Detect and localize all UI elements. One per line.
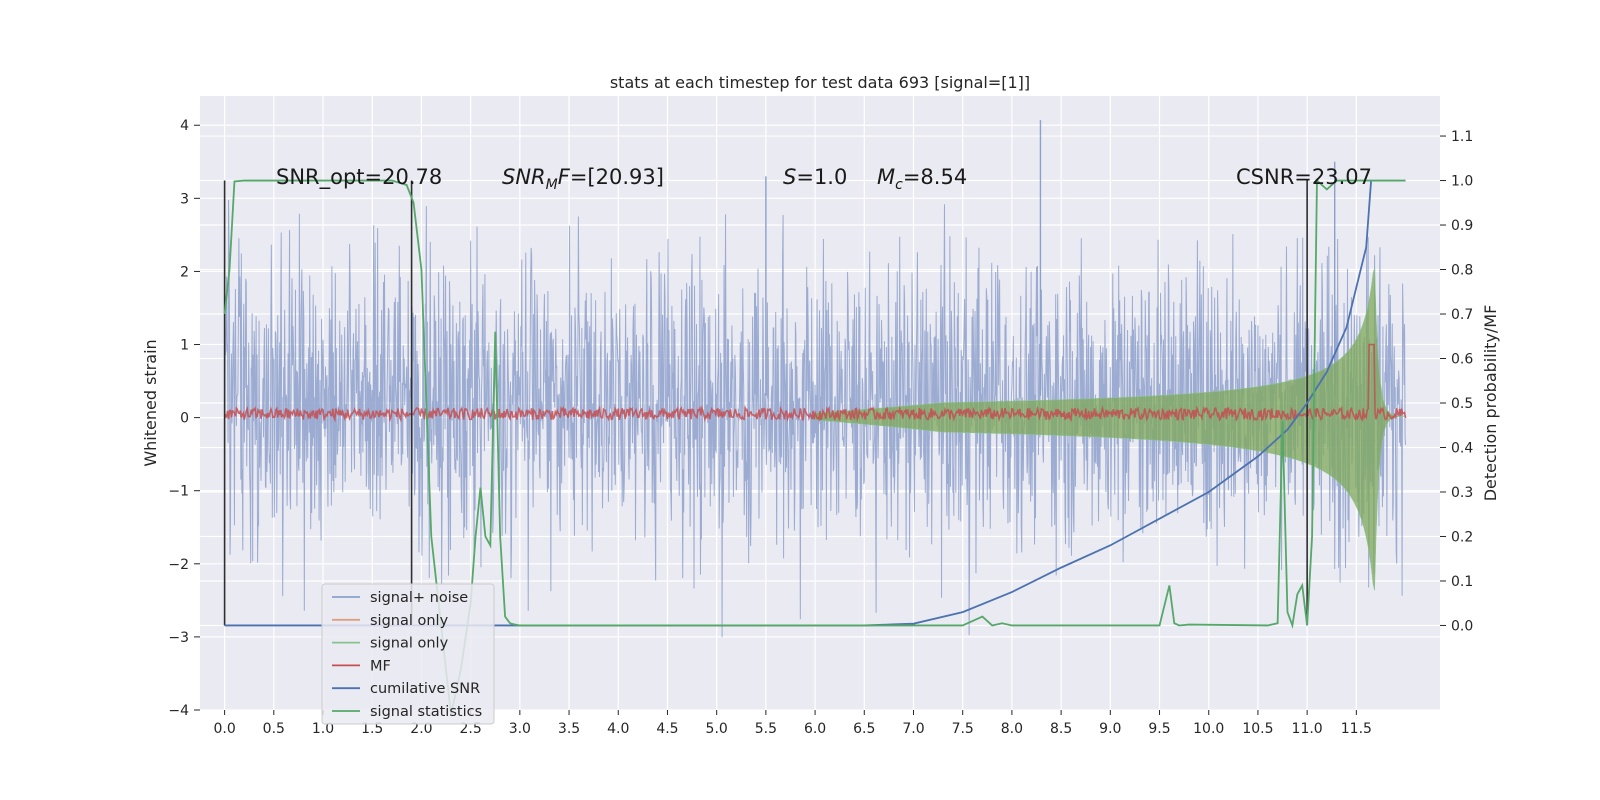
right-y-tick-label: 0.3 (1451, 485, 1473, 501)
left-y-tick-label: 4 (180, 118, 189, 134)
left-y-tick-label: −1 (168, 484, 189, 500)
annotation-s: S=1.0 (783, 165, 847, 189)
left-y-tick-label: −3 (168, 630, 189, 646)
x-tick-label: 3.5 (558, 721, 580, 737)
right-y-tick-label: 1.0 (1451, 174, 1473, 190)
signal-statistics-series (223, 178, 1406, 715)
signal-plus-noise-series (224, 120, 1407, 638)
x-axis-ticks: 0.0 0.5 1.0 1.5 2.0 2.5 3.0 3.5 4.0 4.5 5.0 5.5 6.0 6… (213, 710, 1372, 737)
x-tick-label: 0.5 (263, 721, 285, 737)
x-tick-label: 2.5 (460, 721, 482, 737)
legend-label: MF (370, 658, 391, 674)
cumulative-snr-series (224, 180, 1373, 627)
x-tick-label: 5.5 (755, 721, 777, 737)
x-tick-label: 4.5 (656, 721, 678, 737)
x-tick-label: 5.0 (706, 721, 728, 737)
right-y-tick-label: 0.0 (1451, 618, 1473, 634)
legend-label: cumilative SNR (370, 681, 480, 697)
annotation-csnr: CSNR=23.07 (1236, 165, 1372, 189)
signal-plus-noise-line (224, 200, 1407, 638)
right-y-tick-label: 0.2 (1451, 529, 1473, 545)
x-tick-label: 9.5 (1148, 721, 1170, 737)
x-tick-label: 3.0 (509, 721, 531, 737)
x-tick-label: 8.0 (1001, 721, 1023, 737)
right-y-tick-label: 0.8 (1451, 263, 1473, 279)
x-tick-label: 11.0 (1292, 721, 1323, 737)
right-y-tick-label: 0.9 (1451, 218, 1473, 234)
right-y-tick-label: 1.1 (1451, 129, 1473, 145)
x-tick-label: 11.5 (1341, 721, 1372, 737)
right-y-tick-label: 0.6 (1451, 352, 1473, 368)
annotation-snr-opt: SNR_opt=20.78 (276, 165, 442, 190)
x-tick-label: 0.0 (213, 721, 235, 737)
right-y-tick-label: 0.5 (1451, 396, 1473, 412)
annotation-mc: Mc=8.54 (877, 165, 967, 193)
left-y-tick-label: −2 (168, 557, 189, 573)
legend-label: signal statistics (370, 704, 482, 720)
signal-statistics-line (223, 178, 1406, 715)
x-tick-label: 9.0 (1099, 721, 1121, 737)
x-tick-label: 2.0 (410, 721, 432, 737)
left-y-tick-label: 3 (180, 191, 189, 207)
legend-label: signal only (370, 613, 449, 629)
x-tick-label: 6.5 (853, 721, 875, 737)
legend-label: signal only (370, 636, 449, 652)
x-tick-label: 7.0 (902, 721, 924, 737)
left-y-axis-label: Whitened strain (141, 339, 160, 466)
x-tick-label: 1.5 (361, 721, 383, 737)
annotation-snr-mf: SNRMF=[20.93] (502, 165, 664, 193)
right-y-axis-ticks: 1.1 1.0 0.9 0.8 0.7 0.6 0.5 0.4 0.3 0.2 0.1 0.0 (1440, 129, 1473, 634)
mf-series (223, 343, 1407, 423)
x-tick-label: 10.0 (1193, 721, 1224, 737)
left-y-tick-label: 1 (180, 338, 189, 354)
left-y-tick-label: 0 (180, 411, 189, 427)
legend-label: signal+ noise (370, 590, 468, 606)
x-tick-label: 1.0 (312, 721, 334, 737)
x-tick-label: 10.5 (1242, 721, 1273, 737)
legend-box (321, 583, 495, 725)
right-y-tick-label: 0.4 (1451, 440, 1473, 456)
left-y-tick-label: −4 (168, 703, 189, 719)
left-y-tick-label: 2 (180, 264, 189, 280)
right-y-axis-label: Detection probability/MF (1481, 305, 1500, 502)
x-tick-label: 7.5 (952, 721, 974, 737)
cumulative-snr-line (224, 180, 1373, 627)
x-tick-label: 6.0 (804, 721, 826, 737)
right-y-tick-label: 0.7 (1451, 307, 1473, 323)
x-tick-label: 8.5 (1050, 721, 1072, 737)
right-y-tick-label: 0.1 (1451, 574, 1473, 590)
x-tick-label: 4.0 (607, 721, 629, 737)
legend: signal+ noise signal only signal only MF cum… (321, 583, 495, 725)
chart-title: stats at each timestep for test data 693… (610, 73, 1030, 92)
left-y-axis-ticks: 4 3 2 1 0 −1 −2 −3 −4 (168, 118, 200, 719)
mf-line (223, 343, 1407, 423)
